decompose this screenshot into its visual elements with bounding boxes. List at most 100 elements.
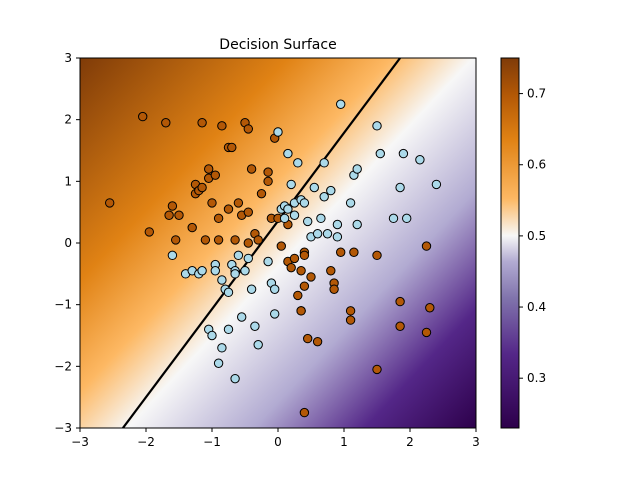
series-0-point — [197, 118, 207, 128]
x-tick-label: 2 — [406, 435, 414, 449]
series-0-point — [243, 238, 254, 248]
series-1-point — [223, 287, 234, 298]
series-0-point — [167, 201, 178, 211]
series-0-point — [372, 364, 382, 375]
series-1-point — [316, 213, 326, 224]
colorbar — [500, 57, 520, 429]
series-0-point — [395, 321, 405, 331]
series-0-point — [276, 241, 286, 251]
series-0-point — [345, 315, 356, 325]
series-1-point — [197, 266, 207, 276]
series-0-point — [296, 306, 306, 316]
series-0-point — [246, 164, 257, 174]
series-0-point — [263, 176, 273, 187]
series-0-point — [204, 164, 214, 174]
series-0-point — [187, 222, 197, 233]
series-0-point — [243, 207, 254, 217]
y-tick-label: −2 — [54, 359, 72, 373]
series-1-point — [246, 284, 257, 294]
series-1-point — [312, 229, 323, 239]
series-1-point — [250, 321, 260, 331]
series-1-point — [270, 284, 280, 294]
series-1-point — [213, 358, 224, 368]
series-1-point — [322, 229, 333, 239]
colorbar-tick-label: 0.3 — [527, 371, 546, 385]
series-1-point — [207, 330, 217, 341]
y-tick-label: 3 — [64, 51, 72, 65]
series-0-point — [138, 111, 148, 122]
series-1-point — [293, 158, 303, 168]
series-0-point — [336, 247, 346, 257]
series-1-point — [398, 148, 409, 159]
series-1-point — [217, 343, 227, 353]
series-0-point — [223, 204, 234, 214]
series-1-point — [332, 232, 343, 242]
y-tick-label: 0 — [64, 236, 72, 250]
series-0-point — [161, 118, 171, 128]
series-0-point — [230, 235, 240, 245]
y-tick-label: 2 — [64, 113, 72, 127]
series-1-point — [270, 309, 280, 319]
series-1-point — [319, 192, 329, 202]
series-0-point — [299, 250, 310, 261]
series-1-point — [230, 269, 240, 279]
y-tick-label: −3 — [54, 421, 72, 435]
series-0-point — [299, 281, 310, 291]
series-1-point — [237, 312, 247, 322]
series-1-point — [283, 148, 293, 159]
series-0-point — [217, 121, 227, 131]
series-0-point — [312, 336, 323, 347]
series-1-point — [243, 253, 254, 264]
x-tick-label: 1 — [340, 435, 348, 449]
series-0-point — [200, 235, 211, 245]
series-1-point — [263, 256, 273, 267]
x-tick-label: −1 — [203, 435, 221, 449]
y-tick-label: −1 — [54, 298, 72, 312]
series-1-point — [345, 198, 356, 208]
series-0-point — [105, 198, 115, 208]
series-0-point — [197, 182, 207, 193]
series-0-point — [349, 247, 359, 257]
series-0-point — [144, 227, 155, 237]
series-1-point — [431, 179, 442, 190]
series-1-point — [402, 213, 412, 224]
series-1-point — [279, 213, 290, 224]
series-0-point — [299, 407, 310, 418]
x-tick-label: −2 — [137, 435, 155, 449]
series-1-point — [167, 250, 178, 261]
series-0-point — [263, 167, 273, 177]
series-0-point — [329, 284, 339, 294]
series-1-point — [299, 198, 310, 208]
series-0-point — [213, 235, 224, 245]
series-1-point — [332, 219, 343, 230]
chart-title: Decision Surface — [219, 37, 336, 53]
series-1-point — [223, 324, 234, 335]
y-tick-label: 1 — [64, 174, 72, 188]
series-1-point — [319, 158, 329, 168]
series-1-point — [273, 127, 283, 137]
series-0-point — [303, 333, 313, 344]
series-0-point — [395, 296, 405, 307]
series-1-point — [372, 121, 382, 131]
series-1-point — [283, 204, 293, 214]
series-1-point — [388, 213, 399, 224]
series-0-point — [227, 142, 237, 153]
series-0-point — [210, 170, 221, 180]
series-0-point — [306, 272, 316, 282]
colorbar-tick-label: 0.5 — [527, 229, 546, 243]
series-1-point — [303, 216, 313, 227]
x-tick-label: 3 — [472, 435, 480, 449]
series-0-point — [421, 327, 432, 338]
colorbar-tick-label: 0.7 — [527, 87, 546, 101]
series-0-point — [253, 235, 263, 245]
series-0-point — [421, 241, 432, 251]
series-1-point — [336, 99, 346, 109]
series-1-point — [352, 219, 362, 230]
series-0-point — [286, 262, 296, 273]
series-0-point — [164, 210, 174, 220]
x-tick-label: 0 — [274, 435, 282, 449]
series-0-point — [345, 306, 356, 316]
series-0-point — [171, 235, 181, 245]
series-0-point — [293, 290, 303, 301]
